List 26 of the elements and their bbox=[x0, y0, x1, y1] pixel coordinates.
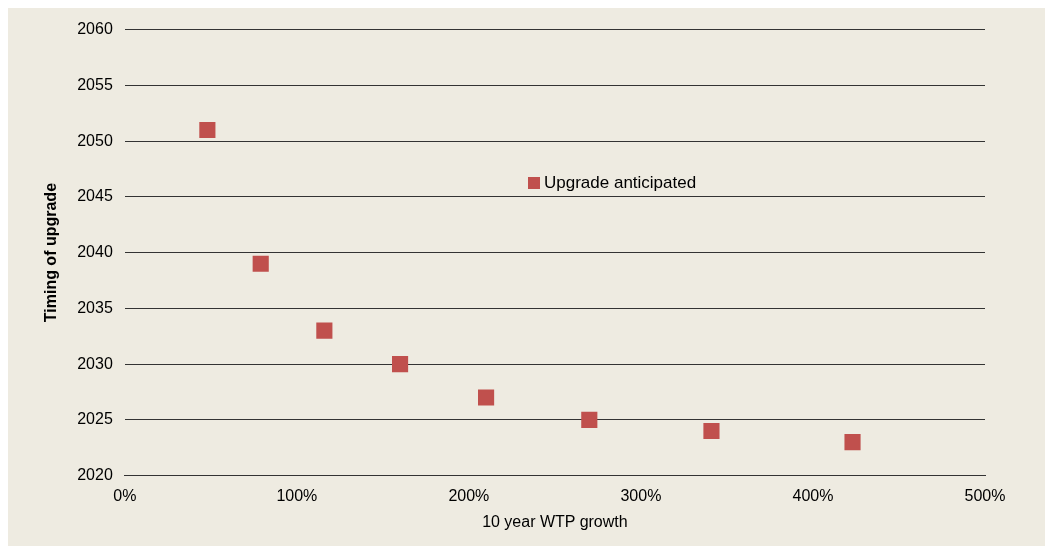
point bbox=[478, 389, 495, 406]
x-tick-label: 300% bbox=[620, 486, 662, 504]
point bbox=[391, 356, 409, 373]
y-axis-title: Timing of upgrade bbox=[42, 182, 60, 323]
point bbox=[199, 121, 216, 139]
point bbox=[844, 434, 861, 451]
y-tick-label: 2060 bbox=[77, 20, 113, 38]
y-tick-label: 2030 bbox=[77, 354, 113, 372]
point bbox=[252, 255, 269, 272]
y-tick-label: 2055 bbox=[77, 75, 113, 93]
x-axis-title: 10 year WTP growth bbox=[482, 512, 628, 530]
y-tick-label: 2045 bbox=[77, 187, 113, 205]
y-tick-label: 2025 bbox=[77, 410, 113, 428]
y-tick-label: 2040 bbox=[77, 243, 113, 261]
y-tick-label: 2020 bbox=[77, 466, 113, 484]
point bbox=[581, 411, 598, 428]
x-tick-label: 400% bbox=[792, 486, 834, 504]
point bbox=[703, 422, 720, 440]
x-tick-label: 100% bbox=[276, 486, 318, 504]
legend-label: Upgrade anticipated bbox=[544, 173, 697, 193]
x-tick-label: 500% bbox=[964, 486, 1006, 504]
x-tick-label: 0% bbox=[113, 486, 137, 504]
y-tick-label: 2050 bbox=[77, 131, 113, 149]
y-tick-label: 2035 bbox=[77, 298, 113, 316]
x-tick-label: 200% bbox=[448, 486, 490, 504]
point bbox=[316, 322, 333, 339]
